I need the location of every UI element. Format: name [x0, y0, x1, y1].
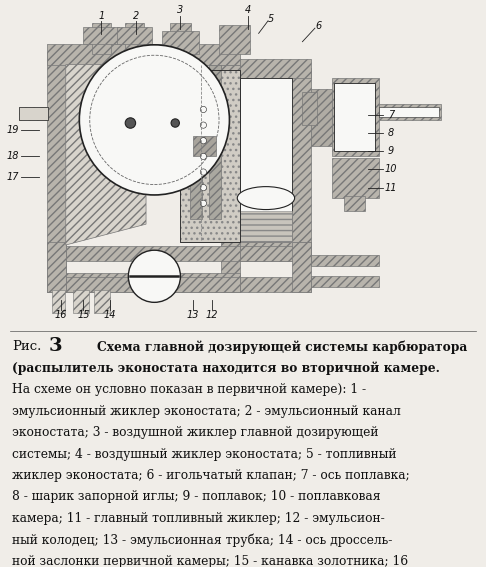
- Bar: [190, 65, 202, 219]
- Bar: [84, 27, 119, 44]
- Bar: [240, 242, 311, 261]
- Text: 11: 11: [385, 183, 397, 193]
- Circle shape: [200, 184, 207, 191]
- Ellipse shape: [237, 187, 295, 210]
- Text: жиклер эконостата; 6 - игольчатый клапан; 7 - ось поплавка;: жиклер эконостата; 6 - игольчатый клапан…: [12, 469, 410, 482]
- Text: 8 - шарик запорной иглы; 9 - поплавок; 10 - поплавковая: 8 - шарик запорной иглы; 9 - поплавок; 1…: [12, 490, 381, 503]
- Bar: [180, 70, 240, 242]
- Bar: [47, 242, 66, 292]
- Bar: [311, 276, 379, 287]
- Bar: [125, 23, 144, 54]
- Bar: [240, 60, 311, 78]
- Text: эконостата; 3 - воздушной жиклер главной дозирующей: эконостата; 3 - воздушной жиклер главной…: [12, 426, 379, 439]
- Circle shape: [171, 119, 179, 127]
- Text: 14: 14: [104, 310, 116, 320]
- Text: 10: 10: [385, 164, 397, 174]
- Bar: [302, 92, 317, 125]
- Bar: [311, 88, 331, 146]
- Bar: [334, 83, 375, 151]
- Bar: [73, 290, 89, 313]
- Bar: [331, 78, 379, 156]
- Bar: [240, 277, 311, 292]
- Text: 17: 17: [6, 172, 19, 182]
- Circle shape: [200, 153, 207, 159]
- Circle shape: [200, 138, 207, 144]
- Text: 1: 1: [98, 11, 104, 20]
- Bar: [170, 23, 191, 65]
- Bar: [47, 52, 66, 292]
- Bar: [219, 25, 250, 54]
- Bar: [117, 27, 152, 44]
- Text: 9: 9: [388, 146, 394, 156]
- Bar: [240, 78, 292, 242]
- Text: Схема главной дозирующей системы карбюратора: Схема главной дозирующей системы карбюра…: [97, 340, 468, 354]
- Bar: [379, 107, 439, 117]
- Text: На схеме он условно показан в первичной камере): 1 -: На схеме он условно показан в первичной …: [12, 383, 366, 396]
- Bar: [193, 136, 216, 156]
- Text: эмульсионный жиклер эконостата; 2 - эмульсионный канал: эмульсионный жиклер эконостата; 2 - эмул…: [12, 405, 401, 418]
- Text: 16: 16: [54, 310, 67, 320]
- Circle shape: [125, 118, 136, 128]
- Bar: [240, 246, 311, 261]
- Circle shape: [200, 107, 207, 113]
- Text: 13: 13: [187, 310, 199, 320]
- Text: камера; 11 - главный топливный жиклер; 12 - эмульсион-: камера; 11 - главный топливный жиклер; 1…: [12, 512, 385, 525]
- Text: 4: 4: [245, 6, 251, 15]
- Bar: [292, 68, 311, 261]
- Text: (распылитель эконостата находится во вторичной камере.: (распылитель эконостата находится во вто…: [12, 362, 440, 375]
- Circle shape: [200, 200, 207, 206]
- Circle shape: [128, 250, 180, 302]
- Bar: [180, 70, 240, 242]
- Bar: [66, 246, 240, 261]
- Text: 12: 12: [206, 310, 218, 320]
- Bar: [162, 31, 199, 54]
- Bar: [292, 242, 311, 292]
- Circle shape: [200, 122, 207, 128]
- Text: ный колодец; 13 - эмульсионная трубка; 14 - ось дроссель-: ный колодец; 13 - эмульсионная трубка; 1…: [12, 534, 393, 547]
- Text: 15: 15: [77, 310, 90, 320]
- Text: 5: 5: [268, 14, 274, 24]
- Text: 19: 19: [6, 125, 19, 136]
- Bar: [208, 65, 221, 219]
- Text: Рис.: Рис.: [12, 340, 41, 353]
- Polygon shape: [66, 65, 146, 245]
- Bar: [19, 107, 48, 120]
- Bar: [52, 290, 65, 313]
- Bar: [240, 210, 292, 242]
- Bar: [344, 196, 365, 210]
- Bar: [19, 107, 48, 120]
- Circle shape: [79, 45, 229, 195]
- Text: 3: 3: [177, 6, 184, 15]
- Text: 18: 18: [6, 151, 19, 162]
- Bar: [311, 255, 379, 266]
- Bar: [66, 277, 240, 292]
- Bar: [331, 158, 379, 198]
- Bar: [92, 23, 111, 54]
- Bar: [379, 104, 441, 120]
- Text: 7: 7: [388, 109, 394, 120]
- Bar: [47, 273, 240, 292]
- Bar: [47, 44, 240, 65]
- Bar: [221, 65, 240, 292]
- Text: системы; 4 - воздушный жиклер эконостата; 5 - топливный: системы; 4 - воздушный жиклер эконостата…: [12, 447, 397, 460]
- Text: 3: 3: [49, 337, 62, 356]
- Text: ной заслонки первичной камеры; 15 - канавка золотника; 16: ной заслонки первичной камеры; 15 - кана…: [12, 555, 408, 567]
- Circle shape: [200, 169, 207, 175]
- Text: 2: 2: [133, 11, 139, 20]
- Text: 8: 8: [388, 129, 394, 138]
- Bar: [94, 290, 109, 313]
- Text: 6: 6: [315, 21, 321, 31]
